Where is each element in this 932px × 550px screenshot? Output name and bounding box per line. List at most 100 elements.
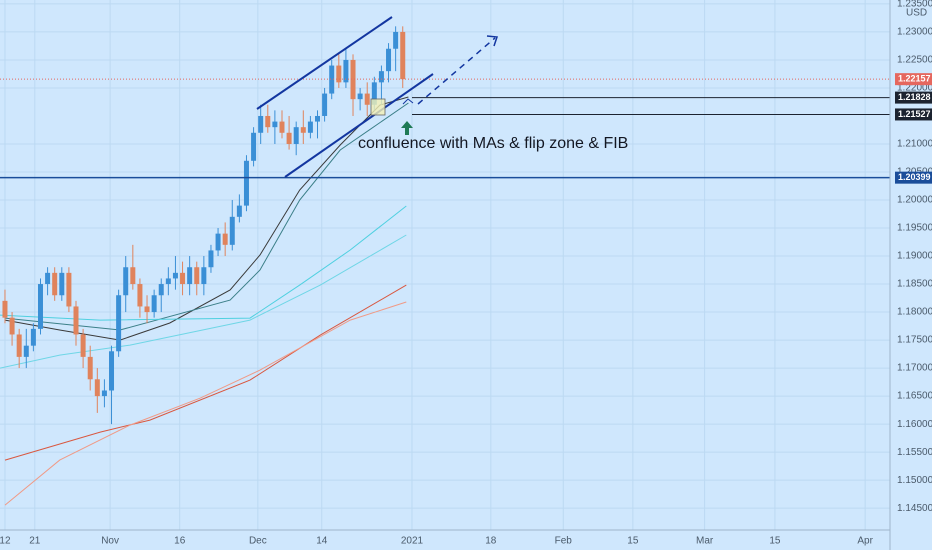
up-arrow: [401, 121, 413, 135]
candle-body: [336, 65, 342, 83]
x-tick-label: Apr: [857, 536, 873, 547]
candle-body: [80, 334, 86, 357]
candle-body: [393, 31, 399, 49]
candle-body: [307, 121, 313, 133]
candle-body: [180, 272, 186, 285]
candle-body: [23, 345, 29, 357]
currency: USD: [906, 8, 927, 19]
price-label: 1.21828: [898, 92, 931, 102]
y-tick-label: 1.17000: [897, 363, 932, 374]
candle-body: [87, 356, 93, 380]
touch-marker: [402, 98, 414, 105]
y-tick-label: 1.19500: [897, 223, 932, 234]
candle-body: [187, 267, 193, 285]
y-tick-label: 1.14500: [897, 503, 932, 514]
candle-body: [9, 317, 15, 335]
candle-body: [364, 93, 370, 105]
candle-body: [45, 272, 51, 285]
x-tick-label: Nov: [101, 536, 119, 547]
price-label-box: [895, 171, 932, 184]
y-tick-label: 1.21000: [897, 139, 932, 150]
candle-body: [229, 216, 235, 245]
candle-body: [109, 351, 115, 391]
candle-body: [293, 127, 299, 144]
y-tick-label: 1.22500: [897, 55, 932, 66]
candle-body: [279, 121, 285, 133]
y-tick-label: 1.20000: [897, 195, 932, 206]
candle-body: [265, 115, 271, 128]
y-tick-label: 1.22000: [897, 83, 932, 94]
candle-body: [151, 295, 157, 313]
moving-average: [4, 284, 407, 461]
y-tick-label: 1.23500: [897, 0, 932, 10]
candle-body: [201, 267, 207, 285]
channel-lower: [284, 73, 434, 178]
x-tick-label: 2021: [401, 536, 424, 547]
candle-body: [251, 132, 257, 161]
x-tick-label: 18: [485, 536, 497, 547]
candle-body: [59, 272, 65, 296]
candle-body: [378, 71, 384, 83]
x-tick-label: 14: [316, 536, 328, 547]
x-tick-label: 12: [0, 536, 11, 547]
y-tick-label: 1.18500: [897, 279, 932, 290]
candle-body: [101, 390, 107, 397]
drawings: confluence with MAs & flip zone & FIB: [256, 16, 628, 178]
candle-body: [66, 272, 72, 307]
y-tick-label: 1.16500: [897, 391, 932, 402]
candle-body: [94, 379, 100, 397]
annotation: confluence with MAs & flip zone & FIB: [358, 135, 628, 152]
candle-body: [52, 272, 58, 296]
candle-body: [16, 334, 22, 357]
y-tick-label: 1.16000: [897, 419, 932, 430]
x-tick-label: Feb: [555, 536, 573, 547]
candle-body: [123, 267, 129, 296]
candle-body: [350, 59, 356, 100]
x-tick-label: 15: [627, 536, 639, 547]
price-label-box: [895, 91, 932, 104]
price-label-box: [895, 73, 932, 86]
x-tick-label: 21: [29, 536, 41, 547]
y-tick-label: 1.15000: [897, 475, 932, 486]
candle-body: [215, 233, 221, 251]
candle-body: [322, 93, 328, 116]
y-tick-label: 1.19000: [897, 251, 932, 262]
candle-body: [144, 306, 150, 313]
candle-body: [315, 115, 321, 122]
moving-average: [0, 234, 407, 369]
projection-arrow: [417, 37, 496, 105]
y-tick-label: 1.15500: [897, 447, 932, 458]
candle-body: [73, 306, 79, 335]
candle-body: [343, 59, 349, 83]
grid: [0, 0, 890, 530]
candle-body: [258, 115, 264, 133]
candle-body: [2, 300, 8, 318]
x-tick-label: 16: [174, 536, 186, 547]
candle-body: [30, 328, 36, 346]
price-label: 1.20399: [898, 172, 931, 182]
candle-body: [371, 82, 377, 105]
arrow-head: [486, 35, 499, 47]
candle-body: [286, 132, 292, 144]
x-tick-label: 15: [769, 536, 781, 547]
candle-body: [165, 278, 171, 285]
candle-body: [236, 205, 242, 217]
moving-average: [0, 205, 407, 321]
x-tick-label: Mar: [696, 536, 714, 547]
candle-body: [357, 93, 363, 100]
candle-body: [300, 127, 306, 133]
candle-body: [158, 284, 164, 296]
y-tick-label: 1.17500: [897, 335, 932, 346]
x-tick-label: Dec: [249, 536, 267, 547]
candle-body: [222, 233, 228, 245]
candle-body: [272, 121, 278, 128]
marks: [0, 26, 890, 506]
y-tick-label: 1.18000: [897, 307, 932, 318]
candle-body: [137, 284, 143, 307]
candle-body: [116, 295, 122, 352]
candle-body: [194, 267, 200, 285]
candle-body: [386, 48, 392, 72]
candle-body: [400, 31, 406, 80]
candle-body: [208, 250, 214, 268]
